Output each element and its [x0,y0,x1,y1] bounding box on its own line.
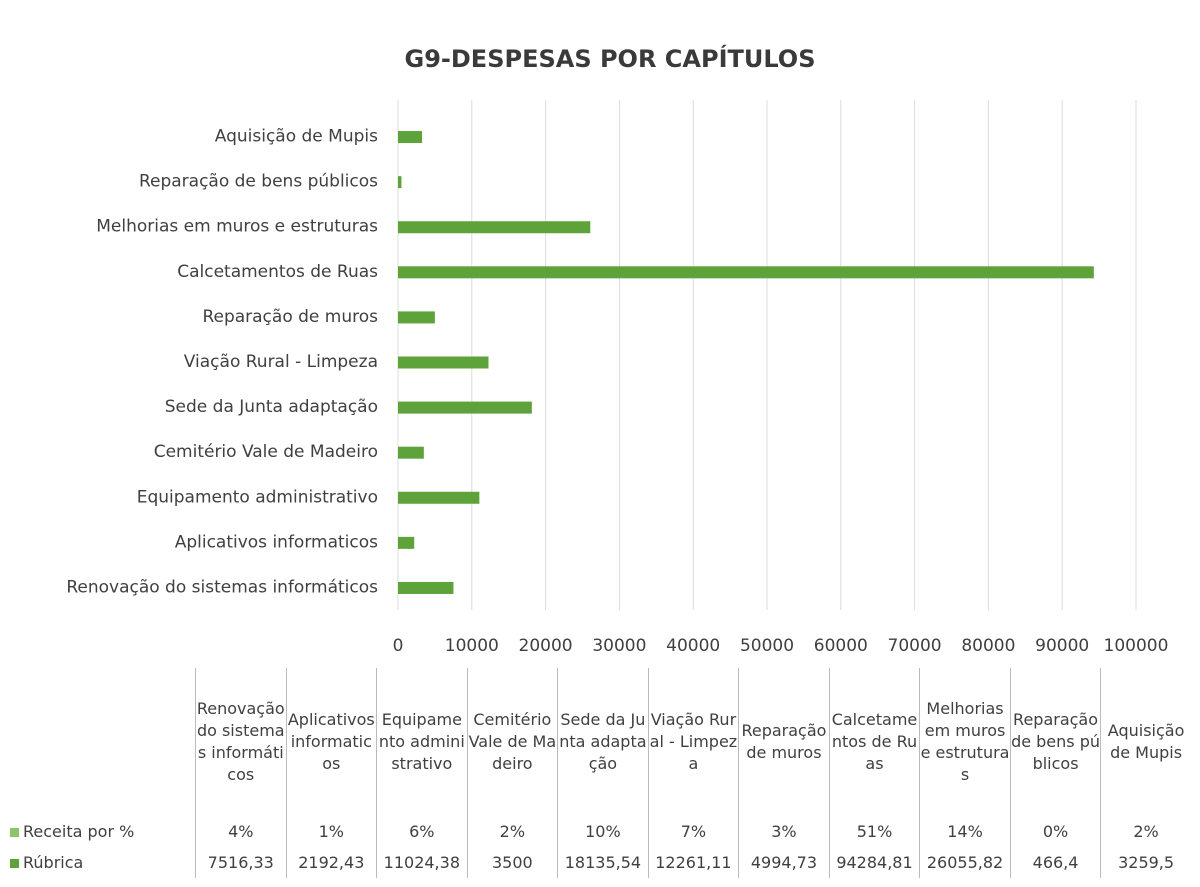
chart-title: G9-DESPESAS POR CAPÍTULOS [405,44,816,73]
y-tick-label: Reparação de muros [202,307,378,327]
bar [398,536,415,549]
table-cell: 466,4 [1009,847,1101,878]
bar [398,221,591,234]
bar [398,131,423,144]
table-cell: 4994,73 [738,847,830,878]
column-header: Reparação de bens públicos [1009,668,1101,816]
column-header: Aplicativos informaticos [285,668,377,816]
table-cell: 12261,11 [647,847,739,878]
table-cell: 7516,33 [195,847,287,878]
table-row: Rúbrica 7516,33 2192,43 11024,38 3500 18135,5… [0,847,1191,878]
table-corner [0,668,196,816]
column-header: Aquisição de Mupis [1100,668,1191,816]
column-header: Cemitério Vale de Madeiro [466,668,558,816]
column-header: Equipamento administrativo [376,668,468,816]
column-header: Melhorias em muros e estruturas [919,668,1011,816]
x-tick-label: 20000 [519,636,573,656]
table-cell: 0% [1009,816,1101,847]
table-cell: 1% [285,816,377,847]
y-tick-label: Cemitério Vale de Madeiro [154,442,378,462]
row-label: Rúbrica [0,847,196,878]
bar [398,176,402,189]
x-tick-label: 90000 [1035,636,1089,656]
table-cell: 2% [1100,816,1191,847]
table-cell: 3259,5 [1100,847,1191,878]
x-tick-label: 30000 [592,636,646,656]
table-header-row: Renovação do sistemas informáticos Aplica… [0,668,1191,816]
x-tick-label: 70000 [888,636,942,656]
bar [398,266,1094,279]
column-header: Renovação do sistemas informáticos [195,668,287,816]
chart: G9-DESPESAS POR CAPÍTULOS 0 10000 20000 300… [66,44,1169,656]
legend-label: Receita por % [23,822,135,841]
column-header: Calcetamentos de Ruas [828,668,920,816]
y-tick-label: Sede da Junta adaptação [165,397,378,417]
table-cell: 2192,43 [285,847,377,878]
legend-swatch [10,828,19,837]
table-cell: 14% [919,816,1011,847]
table-cell: 11024,38 [376,847,468,878]
x-tick-label: 10000 [445,636,499,656]
x-tick-label: 50000 [740,636,794,656]
x-tick-label: 0 [393,636,404,656]
y-tick-label: Equipamento administrativo [137,487,378,507]
column-header: Sede da Junta adaptação [557,668,649,816]
bar [398,311,435,324]
table-cell: 94284,81 [828,847,920,878]
legend-swatch [10,859,19,868]
bar [398,491,480,504]
column-header: Viação Rural - Limpeza [647,668,739,816]
row-label: Receita por % [0,816,196,847]
bar [398,581,454,594]
y-tick-label: Calcetamentos de Ruas [177,262,378,282]
column-header: Reparação de muros [738,668,830,816]
data-table: Renovação do sistemas informáticos Aplica… [0,668,1191,878]
table-cell: 3500 [466,847,558,878]
table-cell: 26055,82 [919,847,1011,878]
y-tick-label: Viação Rural - Limpeza [184,352,378,372]
x-tick-label: 60000 [814,636,868,656]
table-cell: 4% [195,816,287,847]
y-tick-label: Renovação do sistemas informáticos [66,577,378,597]
bar [398,356,489,369]
y-tick-label: Aplicativos informaticos [175,532,378,552]
bar [398,446,424,459]
x-tick-label: 40000 [666,636,720,656]
table-cell: 18135,54 [557,847,649,878]
table-row: Receita por % 4% 1% 6% 2% 10% 7% 3% 51% 14% 0% 2% [0,816,1191,847]
x-tick-label: 80000 [961,636,1015,656]
table-cell: 6% [376,816,468,847]
legend-label: Rúbrica [23,853,84,872]
table-cell: 7% [647,816,739,847]
table-cell: 10% [557,816,649,847]
table-cell: 2% [466,816,558,847]
y-tick-label: Reparação de bens públicos [139,172,378,192]
y-tick-label: Aquisição de Mupis [215,127,378,147]
table-cell: 3% [738,816,830,847]
y-tick-label: Melhorias em muros e estruturas [96,217,378,237]
table-cell: 51% [828,816,920,847]
bar [398,401,532,414]
x-tick-label: 100000 [1104,636,1169,656]
